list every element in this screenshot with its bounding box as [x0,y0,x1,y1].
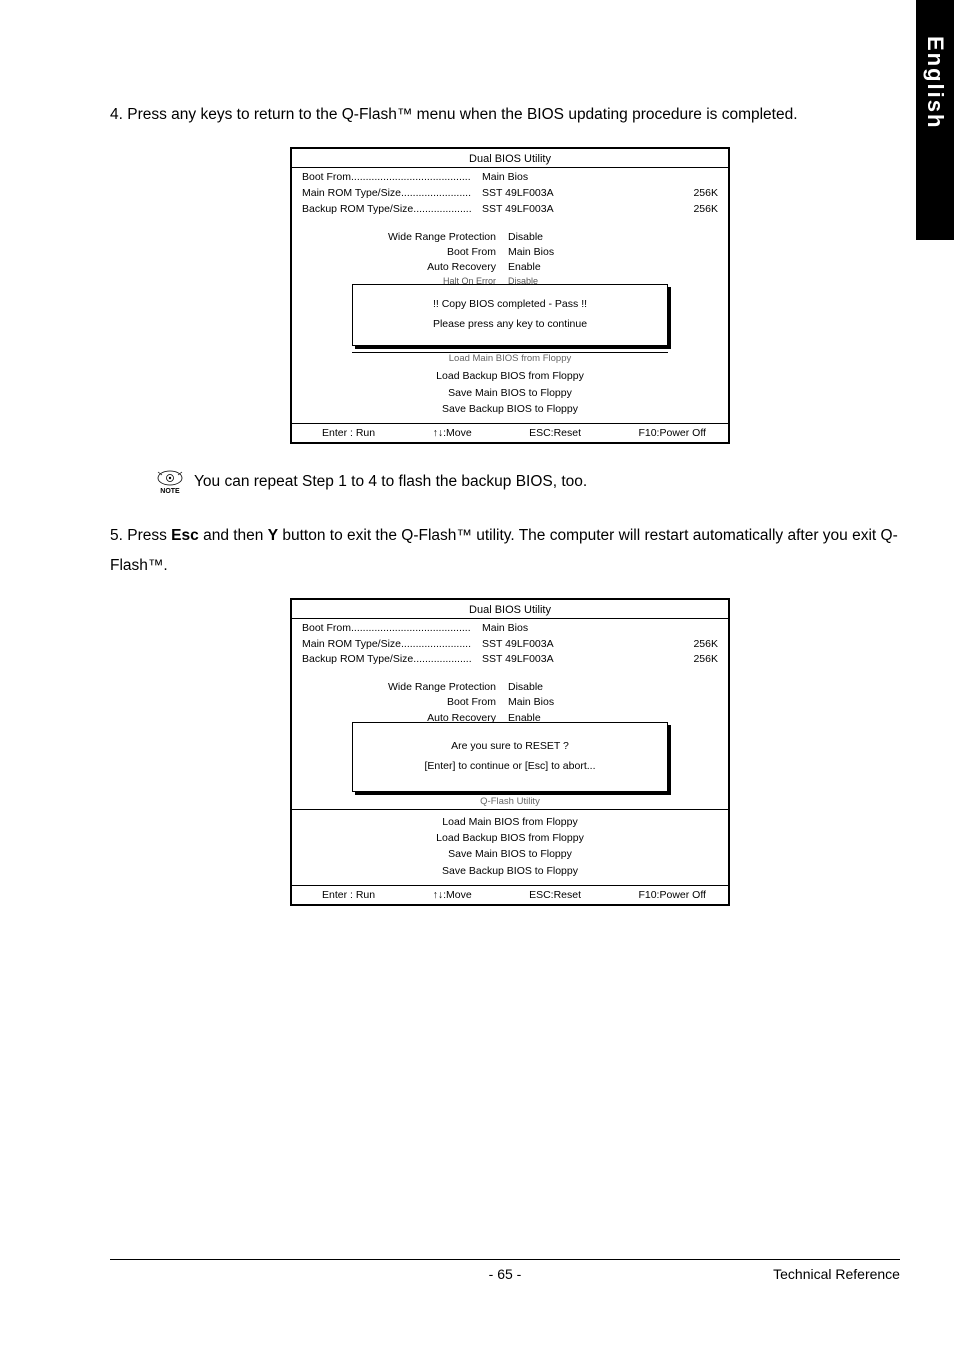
setting-val: Main Bios [502,695,718,710]
setting-row: Wide Range Protection Disable [302,680,718,695]
bios-row: Backup ROM Type/Size....................… [302,202,718,218]
row-size: 256K [658,202,718,218]
row-size: 256K [658,637,718,653]
setting-val: Enable [502,260,718,275]
dialog-line-1: Are you sure to RESET ? [361,737,659,757]
overlay-wrapper: Are you sure to RESET ? [Enter] to conti… [292,722,728,792]
dialog-box: Are you sure to RESET ? [Enter] to conti… [352,722,668,792]
bios-row: Boot From...............................… [302,621,718,637]
row-size [658,621,718,637]
dialog-line-1: !! Copy BIOS completed - Pass !! [361,295,659,315]
bios-menu: Load Backup BIOS from Floppy Save Main B… [292,364,728,424]
bios-utility-box-1: Dual BIOS Utility Boot From.............… [290,147,730,444]
menu-item: Save Backup BIOS to Floppy [302,863,718,879]
esc-key: Esc [171,527,199,544]
note-icon [156,468,184,490]
row-size: 256K [658,186,718,202]
setting-label: Boot From [302,245,502,260]
bios-row: Boot From...............................… [302,170,718,186]
bios-utility-box-2: Dual BIOS Utility Boot From.............… [290,598,730,906]
setting-label: Boot From [302,695,502,710]
step-4-text: 4. Press any keys to return to the Q-Fla… [110,100,910,129]
setting-row: Boot From Main Bios [302,695,718,710]
row-label: Main ROM Type/Size......................… [302,637,482,653]
page-content: 4. Press any keys to return to the Q-Fla… [110,100,910,930]
setting-row: Auto Recovery Enable [302,260,718,275]
setting-label: Wide Range Protection [302,230,502,245]
footer-move: ↑↓:Move [433,889,472,901]
bios-row: Main ROM Type/Size......................… [302,186,718,202]
row-label: Backup ROM Type/Size.................... [302,202,482,218]
step5-part: 5. Press [110,527,171,544]
bios-header: Boot From...............................… [292,619,728,672]
bios-row: Backup ROM Type/Size....................… [302,652,718,668]
footer-move: ↑↓:Move [433,427,472,439]
footer-enter: Enter : Run [322,427,375,439]
page-number: - 65 - [373,1266,636,1282]
bios-title: Dual BIOS Utility [292,149,728,168]
bios-menu: Load Main BIOS from Floppy Load Backup B… [292,810,728,886]
bios-title: Dual BIOS Utility [292,600,728,619]
bios-settings: Wide Range Protection Disable Boot From … [292,222,728,293]
row-val: SST 49LF003A [482,637,658,653]
bios-footer: Enter : Run ↑↓:Move ESC:Reset F10:Power … [292,886,728,904]
menu-item: Save Backup BIOS to Floppy [302,401,718,417]
footer-esc: ESC:Reset [529,427,581,439]
menu-item: Load Backup BIOS from Floppy [302,368,718,384]
row-val: SST 49LF003A [482,652,658,668]
setting-row: Wide Range Protection Disable [302,230,718,245]
row-label: Boot From...............................… [302,621,482,637]
row-label: Main ROM Type/Size......................… [302,186,482,202]
partial-menu-text: Q-Flash Utility [292,796,728,807]
menu-item: Save Main BIOS to Floppy [302,385,718,401]
setting-label: Wide Range Protection [302,680,502,695]
step5-part: and then [199,527,268,544]
partial-menu-text: Load Main BIOS from Floppy [292,353,728,364]
bios-header: Boot From...............................… [292,168,728,221]
y-key: Y [268,527,278,544]
footer-esc: ESC:Reset [529,889,581,901]
setting-val: Main Bios [502,245,718,260]
footer-f10: F10:Power Off [638,889,706,901]
row-size: 256K [658,652,718,668]
menu-item: Load Main BIOS from Floppy [302,814,718,830]
menu-item: Load Backup BIOS from Floppy [302,830,718,846]
bios-row: Main ROM Type/Size......................… [302,637,718,653]
bios-footer: Enter : Run ↑↓:Move ESC:Reset F10:Power … [292,424,728,442]
language-side-tab: English [916,0,954,240]
footer-f10: F10:Power Off [638,427,706,439]
note-icon-wrap: NOTE [156,468,184,495]
row-size [658,170,718,186]
row-val: SST 49LF003A [482,202,658,218]
footer-left [110,1266,373,1282]
setting-val: Disable [502,680,718,695]
row-label: Backup ROM Type/Size.................... [302,652,482,668]
dialog-box: !! Copy BIOS completed - Pass !! Please … [352,284,668,346]
footer-section: Technical Reference [637,1266,900,1282]
row-val: Main Bios [482,621,658,637]
step-5-text: 5. Press Esc and then Y button to exit t… [110,521,910,580]
note-text: You can repeat Step 1 to 4 to flash the … [194,473,587,491]
menu-item: Save Main BIOS to Floppy [302,846,718,862]
row-val: Main Bios [482,170,658,186]
setting-row: Boot From Main Bios [302,245,718,260]
page-footer: - 65 - Technical Reference [110,1259,900,1282]
note-row: NOTE You can repeat Step 1 to 4 to flash… [156,468,910,495]
overlay-wrapper: !! Copy BIOS completed - Pass !! Please … [292,284,728,346]
setting-label: Auto Recovery [302,260,502,275]
setting-val: Disable [502,230,718,245]
footer-enter: Enter : Run [322,889,375,901]
dialog-line-2: [Enter] to continue or [Esc] to abort... [361,757,659,777]
row-label: Boot From...............................… [302,170,482,186]
dialog-line-2: Please press any key to continue [361,315,659,335]
row-val: SST 49LF003A [482,186,658,202]
